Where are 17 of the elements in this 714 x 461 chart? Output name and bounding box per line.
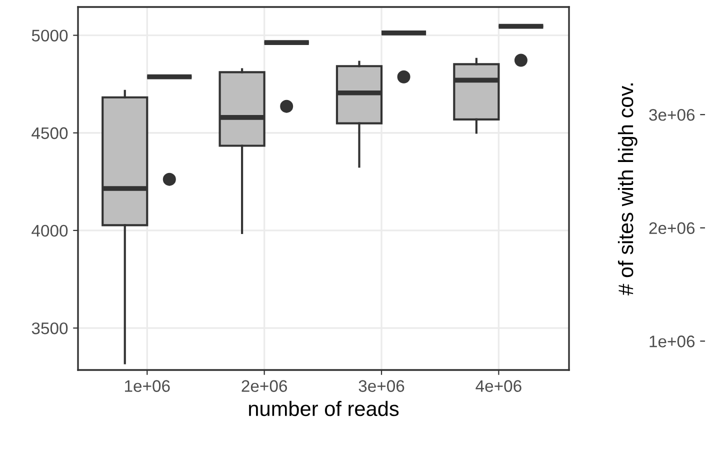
x-tick-label: 4e+06 <box>476 380 522 392</box>
x-axis-title: number of reads <box>249 400 399 416</box>
x-tick-label: 2e+06 <box>242 380 287 392</box>
x-tick-label: 3e+06 <box>358 380 404 392</box>
point <box>514 54 528 67</box>
point <box>280 100 294 113</box>
x-tick-label: 1e+06 <box>125 380 170 392</box>
y-tick-label: 4000 <box>32 224 68 237</box>
y-tick-label: 3500 <box>32 322 68 334</box>
y2-tick-label: 3e+06 <box>649 109 695 121</box>
y2-tick-label: 2e+06 <box>649 222 695 234</box>
y2-tick-label: 1e+06 <box>650 336 695 348</box>
y-tick-label: 4500 <box>32 127 68 140</box>
y-tick-label: 5000 <box>32 30 68 42</box>
point <box>397 70 410 84</box>
y2-axis-title: # of sites with high cov. <box>618 83 638 296</box>
point <box>162 172 176 186</box>
